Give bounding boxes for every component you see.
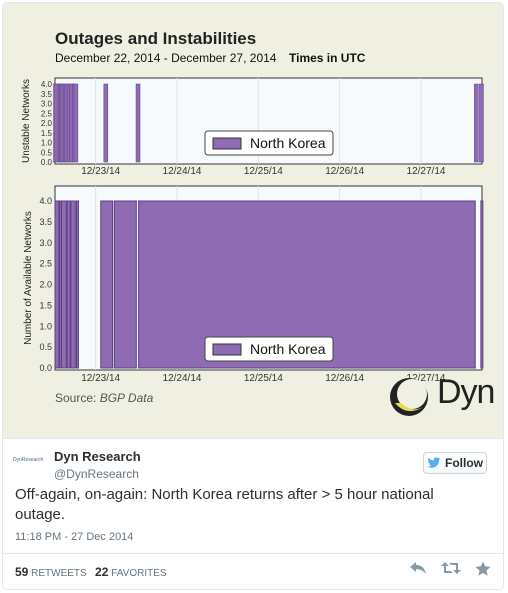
- y-tick-label: 4.0: [41, 80, 53, 89]
- bar: [103, 83, 109, 163]
- area-segment: [75, 200, 79, 369]
- divider: [3, 553, 503, 554]
- source-value: BGP Data: [99, 391, 154, 405]
- bar: [135, 83, 141, 163]
- y-tick-label: 2.5: [41, 109, 53, 118]
- legend-swatch: [212, 137, 242, 150]
- legend-label: North Korea: [250, 341, 326, 357]
- x-tick-label: 12/26/14: [325, 373, 364, 384]
- follow-button[interactable]: Follow: [423, 452, 487, 474]
- area-segment: [54, 200, 60, 369]
- bar: [53, 83, 59, 163]
- chart-timezone-note: Times in UTC: [289, 51, 366, 65]
- retweets-count: 59: [15, 565, 29, 579]
- y-axis-label: Unstable Networks: [21, 79, 32, 163]
- retweets-stat[interactable]: 59 RETWEETS: [15, 565, 87, 579]
- y-tick-label: 0.5: [39, 342, 52, 352]
- author-name[interactable]: Dyn Research: [54, 449, 141, 464]
- y-tick-label: 2.0: [41, 119, 53, 128]
- reply-icon[interactable]: [409, 561, 427, 575]
- avatar-text: DynResearch: [13, 457, 44, 463]
- tweet-text: Off-again, on-again: North Korea returns…: [15, 486, 434, 523]
- x-tick-label: 12/24/14: [163, 373, 202, 384]
- bar: [73, 83, 79, 163]
- chart-date-range: December 22, 2014 - December 27, 2014: [55, 51, 277, 65]
- y-tick-label: 3.5: [41, 90, 53, 99]
- dyn-logo-text: Dyn: [437, 373, 495, 411]
- y-tick-label: 4.0: [39, 196, 52, 206]
- author-handle[interactable]: @DynResearch: [54, 467, 139, 481]
- y-tick-label: 0.0: [39, 363, 52, 373]
- y-tick-label: 1.5: [39, 300, 52, 310]
- y-axis-label: Number of Available Networks: [23, 211, 34, 345]
- x-tick-label: 12/24/14: [163, 166, 202, 177]
- tweet-actions: [409, 561, 491, 577]
- y-tick-label: 2.0: [39, 280, 52, 290]
- y-tick-label: 3.0: [39, 238, 52, 248]
- follow-label: Follow: [445, 456, 483, 470]
- y-tick-label: 2.5: [39, 259, 52, 269]
- twitter-bird-icon: [427, 457, 441, 468]
- y-tick-label: 1.0: [39, 321, 52, 331]
- area-segment: [60, 200, 67, 369]
- chart-title: Outages and Instabilities: [55, 29, 257, 48]
- area-segment: [480, 200, 484, 369]
- y-tick-label: 3.5: [39, 217, 52, 227]
- x-tick-label: 12/26/14: [325, 166, 364, 177]
- dyn-logo: Dyn: [387, 373, 497, 421]
- x-tick-label: 12/25/14: [244, 373, 283, 384]
- area-segment: [100, 200, 114, 369]
- y-tick-label: 1.5: [41, 129, 53, 138]
- y-tick-label: 1.0: [41, 139, 53, 148]
- y-tick-label: 0.0: [41, 158, 53, 167]
- retweet-icon[interactable]: [441, 561, 461, 575]
- x-tick-label: 12/27/14: [407, 166, 446, 177]
- tweet-stats: 59 RETWEETS 22 FAVORITES: [15, 565, 167, 579]
- chart-source: Source: BGP Data: [55, 391, 153, 405]
- x-tick-label: 12/23/14: [81, 373, 120, 384]
- favorite-star-icon[interactable]: [475, 561, 491, 577]
- y-tick-label: 0.5: [41, 148, 53, 157]
- retweets-label: RETWEETS: [31, 568, 87, 579]
- favorites-count: 22: [95, 565, 109, 579]
- x-tick-label: 12/25/14: [244, 166, 283, 177]
- source-label: Source:: [55, 391, 97, 405]
- tweet-timestamp[interactable]: 11:18 PM - 27 Dec 2014: [15, 531, 134, 543]
- dyn-logo-icon: [390, 378, 428, 416]
- outage-charts: 12/23/14 12/24/14 12/25/14 12/26/14 12/27/14…: [21, 77, 484, 384]
- y-tick-label: 3.0: [41, 100, 53, 109]
- legend-label: North Korea: [250, 135, 326, 151]
- favorites-stat[interactable]: 22 FAVORITES: [95, 565, 167, 579]
- tweet-media[interactable]: Outages and Instabilities December 22, 2…: [3, 3, 503, 439]
- tweet-header: DynResearch Dyn Research @DynResearch Fo…: [13, 449, 495, 489]
- legend-swatch: [212, 343, 242, 356]
- bar: [474, 83, 479, 163]
- avatar[interactable]: DynResearch: [13, 457, 47, 473]
- area-segment: [70, 200, 76, 369]
- area-segment: [66, 200, 71, 369]
- tweet-card: Outages and Instabilities December 22, 2…: [2, 2, 504, 590]
- x-tick-label: 12/27/14: [407, 373, 446, 384]
- favorites-label: FAVORITES: [111, 568, 167, 579]
- bar: [479, 83, 484, 163]
- x-tick-label: 12/23/14: [81, 166, 120, 177]
- area-segment: [113, 200, 137, 369]
